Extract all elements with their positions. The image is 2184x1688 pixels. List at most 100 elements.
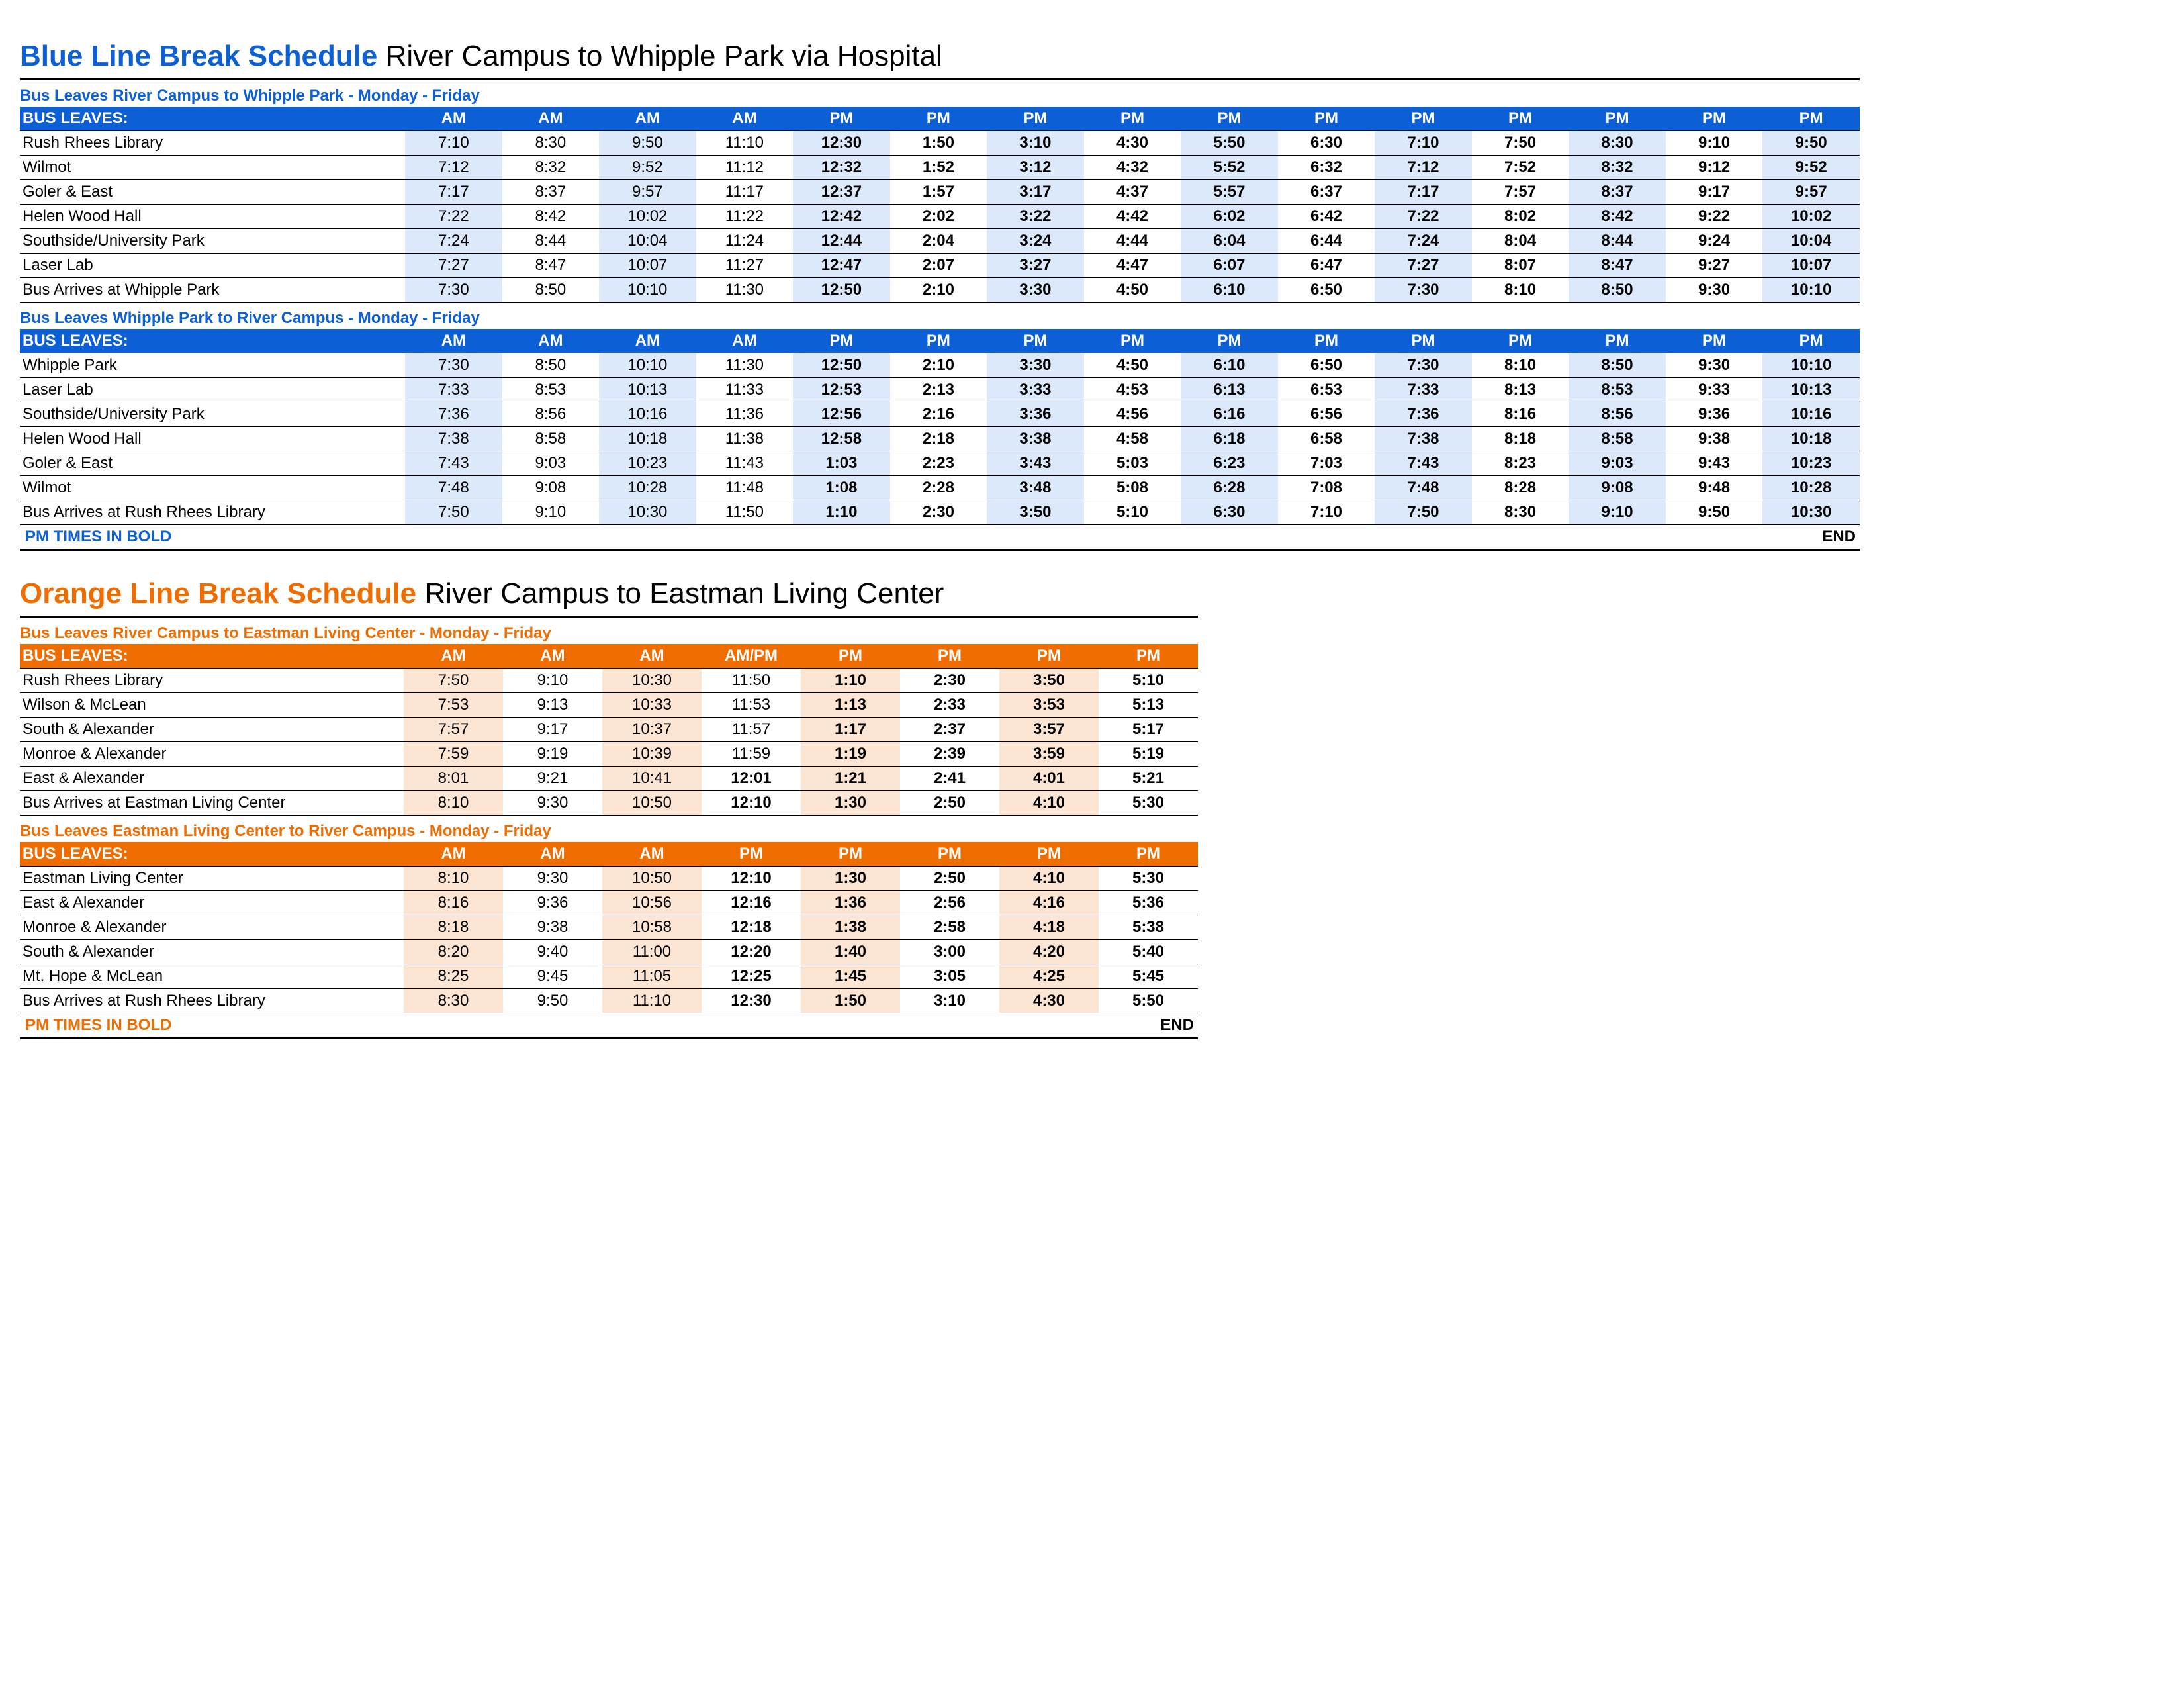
- time-cell: 6:44: [1278, 229, 1375, 254]
- time-cell: 6:50: [1278, 353, 1375, 378]
- time-cell: 6:58: [1278, 427, 1375, 451]
- time-cell: 6:28: [1181, 476, 1278, 500]
- time-cell: 6:32: [1278, 156, 1375, 180]
- time-cell: 7:57: [404, 718, 503, 742]
- time-cell: 8:50: [502, 353, 600, 378]
- time-cell: 11:00: [602, 940, 702, 964]
- time-cell: 6:53: [1278, 378, 1375, 402]
- time-cell: 10:33: [602, 693, 702, 718]
- time-cell: 3:17: [987, 180, 1084, 205]
- time-cell: 3:24: [987, 229, 1084, 254]
- time-cell: 9:33: [1666, 378, 1763, 402]
- time-cell: 8:02: [1472, 205, 1569, 229]
- heading-bold: Orange Line Break Schedule: [20, 577, 416, 610]
- period-header: PM: [1472, 107, 1569, 131]
- time-cell: 4:18: [999, 915, 1099, 940]
- period-header: PM: [1278, 329, 1375, 353]
- time-cell: 12:53: [793, 378, 890, 402]
- stop-name: Bus Arrives at Rush Rhees Library: [20, 989, 404, 1013]
- stop-name: Bus Arrives at Eastman Living Center: [20, 791, 404, 816]
- stop-name: Bus Arrives at Rush Rhees Library: [20, 500, 405, 525]
- time-cell: 3:27: [987, 254, 1084, 278]
- table-footer: PM TIMES IN BOLD END: [20, 1013, 1198, 1039]
- stop-name: Eastman Living Center: [20, 867, 404, 891]
- time-cell: 6:04: [1181, 229, 1278, 254]
- time-cell: 8:47: [502, 254, 600, 278]
- time-cell: 10:02: [1762, 205, 1860, 229]
- time-cell: 12:10: [702, 867, 801, 891]
- time-cell: 2:50: [900, 867, 999, 891]
- time-cell: 1:10: [793, 500, 890, 525]
- time-cell: 6:50: [1278, 278, 1375, 303]
- time-cell: 8:30: [1472, 500, 1569, 525]
- time-cell: 4:32: [1084, 156, 1181, 180]
- period-header: PM: [1278, 107, 1375, 131]
- time-cell: 12:47: [793, 254, 890, 278]
- stop-name: Helen Wood Hall: [20, 427, 405, 451]
- time-cell: 9:50: [503, 989, 602, 1013]
- time-cell: 7:10: [1278, 500, 1375, 525]
- schedule-table: BUS LEAVES:AMAMAMPMPMPMPMPMEastman Livin…: [20, 842, 1198, 1039]
- time-cell: 7:38: [405, 427, 502, 451]
- time-cell: 11:38: [696, 427, 794, 451]
- time-cell: 9:10: [502, 500, 600, 525]
- table-row: Eastman Living Center8:109:3010:5012:101…: [20, 867, 1198, 891]
- time-cell: 2:39: [900, 742, 999, 767]
- time-cell: 5:36: [1099, 891, 1198, 915]
- period-header: AM: [405, 107, 502, 131]
- time-cell: 3:53: [999, 693, 1099, 718]
- time-cell: 9:38: [1666, 427, 1763, 451]
- time-cell: 11:24: [696, 229, 794, 254]
- time-cell: 10:58: [602, 915, 702, 940]
- time-cell: 1:03: [793, 451, 890, 476]
- stop-name: Whipple Park: [20, 353, 405, 378]
- stop-name: Southside/University Park: [20, 229, 405, 254]
- period-header: PM: [1569, 329, 1666, 353]
- time-cell: 9:43: [1666, 451, 1763, 476]
- time-cell: 9:30: [1666, 353, 1763, 378]
- time-cell: 8:10: [1472, 278, 1569, 303]
- time-cell: 3:48: [987, 476, 1084, 500]
- table-row: Rush Rhees Library7:108:309:5011:1012:30…: [20, 131, 1860, 156]
- time-cell: 9:08: [502, 476, 600, 500]
- time-cell: 11:10: [696, 131, 794, 156]
- period-header: PM: [900, 842, 999, 867]
- table-row: South & Alexander7:579:1710:3711:571:172…: [20, 718, 1198, 742]
- heading-route: River Campus to Whipple Park via Hospita…: [377, 40, 942, 72]
- time-cell: 10:10: [1762, 278, 1860, 303]
- time-cell: 8:30: [502, 131, 600, 156]
- time-cell: 1:36: [801, 891, 900, 915]
- time-cell: 10:18: [1762, 427, 1860, 451]
- time-cell: 3:59: [999, 742, 1099, 767]
- time-cell: 3:38: [987, 427, 1084, 451]
- time-cell: 1:08: [793, 476, 890, 500]
- time-cell: 7:33: [405, 378, 502, 402]
- time-cell: 8:18: [1472, 427, 1569, 451]
- time-cell: 2:04: [890, 229, 987, 254]
- time-cell: 3:33: [987, 378, 1084, 402]
- time-cell: 7:10: [405, 131, 502, 156]
- time-cell: 10:07: [599, 254, 696, 278]
- period-header: PM: [987, 329, 1084, 353]
- time-cell: 7:22: [405, 205, 502, 229]
- time-cell: 4:30: [999, 989, 1099, 1013]
- period-header: PM: [890, 329, 987, 353]
- period-header: PM: [1762, 107, 1860, 131]
- period-header: AM: [602, 842, 702, 867]
- footer-end: END: [1099, 1013, 1198, 1039]
- time-cell: 9:10: [1569, 500, 1666, 525]
- time-cell: 8:44: [502, 229, 600, 254]
- time-cell: 6:56: [1278, 402, 1375, 427]
- time-cell: 11:43: [696, 451, 794, 476]
- time-cell: 9:40: [503, 940, 602, 964]
- time-cell: 2:02: [890, 205, 987, 229]
- time-cell: 10:16: [599, 402, 696, 427]
- time-cell: 7:36: [405, 402, 502, 427]
- time-cell: 5:38: [1099, 915, 1198, 940]
- time-cell: 8:10: [404, 867, 503, 891]
- time-cell: 1:50: [890, 131, 987, 156]
- time-cell: 7:27: [1375, 254, 1472, 278]
- time-cell: 2:13: [890, 378, 987, 402]
- time-cell: 8:32: [502, 156, 600, 180]
- time-cell: 11:12: [696, 156, 794, 180]
